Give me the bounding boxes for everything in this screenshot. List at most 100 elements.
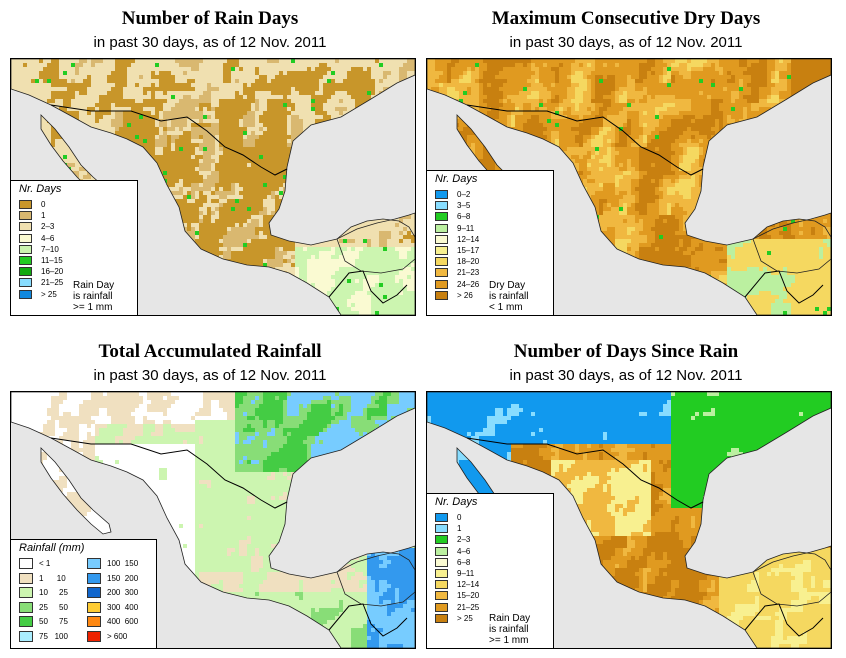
legend-item: 25 50: [19, 601, 85, 613]
legend-label: 10 25: [39, 588, 68, 598]
legend-note: Rain Day: [489, 613, 530, 624]
central-america-border: [744, 270, 824, 304]
legend-note: is rainfall: [489, 291, 528, 302]
legend-swatch: [435, 557, 448, 567]
legend-item: 11–15: [19, 256, 79, 266]
us-mexico-border: [466, 437, 704, 509]
legend-item: 0–2: [435, 190, 495, 200]
legend-label: 300 400: [107, 603, 138, 613]
legend-swatch: [435, 234, 448, 244]
legend-item: 6–8: [435, 557, 495, 568]
legend-label: 0–2: [457, 190, 470, 200]
legend-label: > 26: [457, 291, 473, 301]
legend-swatch: [435, 613, 448, 623]
legend-swatch: [435, 546, 448, 556]
legend-item: 12–14: [435, 234, 495, 245]
panel-subtitle: in past 30 days, as of 12 Nov. 2011: [416, 367, 836, 384]
legend-swatch: [87, 616, 101, 627]
legend-item: 21–25: [19, 278, 79, 288]
legend-item: 400 600: [87, 615, 153, 627]
legend-item: 21–23: [435, 268, 495, 278]
legend-item: 50 75: [19, 615, 85, 627]
legend-swatch: [19, 572, 33, 584]
legend-note: < 1 mm: [489, 302, 523, 313]
legend-swatch: [19, 222, 32, 232]
legend-swatch: [435, 513, 448, 522]
coastline: [427, 392, 831, 648]
legend-swatch: [19, 630, 33, 642]
legend-swatch: [435, 569, 448, 578]
legend-label: 24–26: [457, 280, 479, 290]
legend-label: 0: [457, 513, 461, 523]
legend-swatch: [435, 591, 448, 601]
legend-label: 12–14: [457, 235, 479, 245]
panel-subtitle: in past 30 days, as of 12 Nov. 2011: [416, 34, 836, 51]
legend-note: is rainfall: [73, 291, 112, 302]
legend-note: >= 1 mm: [489, 635, 528, 646]
legend-label: 1 10: [39, 574, 66, 584]
coastline: [427, 59, 831, 315]
legend-swatch: [435, 279, 448, 289]
legend: Rainfall (mm) < 1 1 10 10 25 25 50 50 75 75 1…: [10, 539, 157, 649]
legend-item: 21–25: [435, 602, 495, 613]
legend-item: 0: [435, 513, 495, 523]
legend-swatch: [19, 233, 32, 243]
legend-swatch: [19, 289, 32, 299]
legend-item: 100 150: [87, 557, 153, 569]
legend-label: 0: [41, 200, 45, 210]
legend-label: 50 75: [39, 617, 68, 627]
panel-max-dry-days: Maximum Consecutive Dry Days in past 30 …: [416, 0, 836, 325]
legend-item: 9–11: [435, 569, 495, 579]
legend-item: > 26: [435, 290, 495, 301]
legend-label: 6–8: [457, 558, 470, 568]
legend-label: 4–6: [457, 547, 470, 557]
legend-item: 150 200: [87, 572, 153, 584]
panel-subtitle: in past 30 days, as of 12 Nov. 2011: [0, 367, 420, 384]
legend-swatch: [435, 201, 448, 211]
legend-label: 1: [457, 524, 461, 534]
legend-item: 4–6: [19, 233, 79, 244]
legend-item: 0: [19, 200, 79, 210]
legend: Nr. Days 0–2 3–5 6–8 9–11 12–14 15–17 18–20 21–…: [426, 170, 554, 316]
legend-swatch: [435, 190, 448, 199]
legend-note: Rain Day: [73, 280, 114, 291]
panel-title: Total Accumulated Rainfall: [0, 341, 420, 363]
legend-item: 1: [19, 211, 79, 221]
central-america-border: [328, 603, 408, 637]
legend-swatch: [87, 572, 101, 584]
coastline: [11, 59, 415, 315]
legend: Nr. Days 0 1 2–3 4–6 6–8 9–11 12–14 15–20 21–25 >…: [426, 493, 554, 649]
coastline: [11, 392, 415, 648]
panel-rain-days: Number of Rain Days in past 30 days, as …: [0, 0, 420, 325]
legend-label: 9–11: [457, 569, 474, 579]
legend-label: > 600: [107, 632, 127, 642]
legend-label: 12–14: [457, 580, 479, 590]
legend-swatch: [435, 524, 448, 534]
legend-swatch: [87, 630, 101, 642]
legend-label: 2–3: [457, 535, 470, 545]
legend-label: 21–25: [41, 278, 63, 288]
legend-item: 10 25: [19, 586, 85, 598]
legend-item: 12–14: [435, 580, 495, 590]
panel-accumulated-rainfall: Total Accumulated Rainfall in past 30 da…: [0, 333, 420, 658]
legend-item: 7–10: [19, 244, 79, 255]
legend-item: 1: [435, 524, 495, 534]
legend-item: < 1: [19, 557, 85, 569]
legend-item: 16–20: [19, 267, 79, 277]
legend-item: 24–26: [435, 279, 495, 290]
legend-swatch: [19, 267, 32, 277]
legend-item: 1 10: [19, 572, 85, 584]
panel-title: Maximum Consecutive Dry Days: [416, 8, 836, 30]
panel-days-since-rain: Number of Days Since Rain in past 30 day…: [416, 333, 836, 658]
legend-swatch: [435, 535, 448, 545]
legend-label: 15–17: [457, 246, 479, 256]
legend-title: Nr. Days: [435, 173, 477, 185]
legend-label: < 1: [39, 559, 50, 569]
legend-label: 200 300: [107, 588, 138, 598]
legend-label: 150 200: [107, 574, 138, 584]
legend-item: > 25: [435, 613, 495, 624]
legend: Nr. Days 0 1 2–3 4–6 7–10 11–15 16–20 21–25 > 25…: [10, 180, 138, 316]
legend-label: 2–3: [41, 222, 54, 232]
legend-item: > 25: [19, 289, 79, 300]
legend-item: 3–5: [435, 201, 495, 211]
